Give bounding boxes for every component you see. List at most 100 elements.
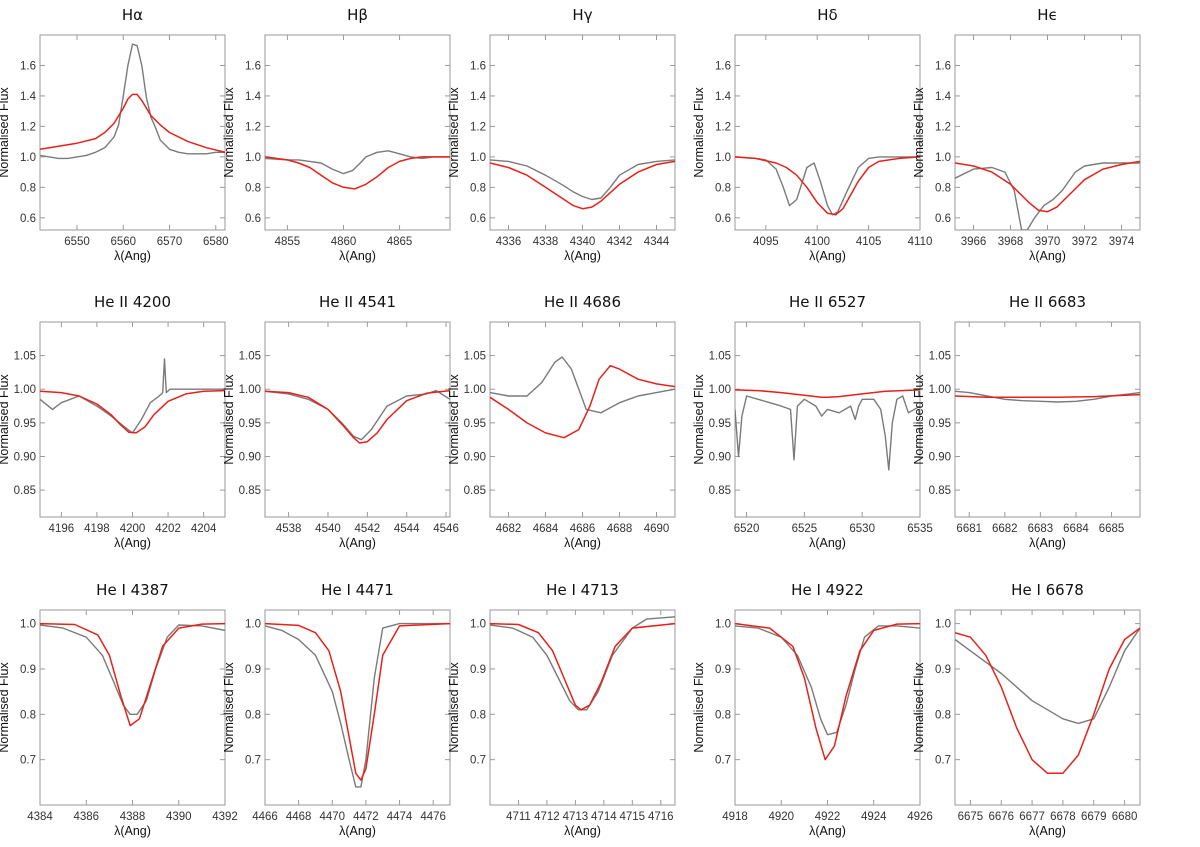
- model-line: [955, 627, 1140, 775]
- y-tick-label: 0.9: [715, 664, 731, 676]
- panel-title: He II 4200: [94, 293, 171, 311]
- x-tick-label: 4200: [120, 523, 146, 535]
- y-tick-label: 0.8: [470, 182, 486, 194]
- x-tick-label: 4196: [49, 523, 75, 535]
- x-tick-label: 6679: [1081, 811, 1107, 823]
- chart-panel-11: He I 4387 4384 4386 4388 4390 4392 0.7 0.8 0.9 1.…: [0, 581, 238, 838]
- panel-title: He II 4541: [319, 293, 396, 311]
- x-tick-label: 4711: [506, 811, 531, 823]
- y-axis-label: Normalised Flux: [222, 374, 236, 465]
- y-tick-label: 1.0: [935, 619, 951, 631]
- y-tick-label: 0.95: [14, 418, 36, 430]
- x-tick-label: 4712: [534, 811, 560, 823]
- y-tick-label: 0.95: [929, 418, 951, 430]
- x-tick-label: 6678: [1050, 811, 1076, 823]
- y-tick-label: 0.85: [929, 485, 951, 497]
- panel-title: He II 6527: [789, 293, 866, 311]
- chart-panel-6: He II 4200 4196 4198 4200 4202 4204 0.85 0.90 0.…: [0, 293, 226, 550]
- y-tick-label: 0.8: [935, 709, 951, 721]
- y-axis-label: Normalised Flux: [912, 662, 926, 753]
- model-line: [40, 622, 225, 727]
- observed-spectrum-line: [40, 43, 225, 160]
- y-tick-label: 1.4: [715, 91, 732, 103]
- x-tick-label: 4544: [394, 523, 420, 535]
- x-tick-label: 6684: [1063, 523, 1089, 535]
- observed-spectrum-line: [735, 395, 920, 471]
- y-axis-label: Normalised Flux: [0, 374, 11, 465]
- x-tick-label: 3974: [1109, 236, 1135, 248]
- y-tick-label: 1.00: [14, 384, 36, 396]
- y-tick-label: 1.00: [929, 384, 951, 396]
- y-axis-label: Normalised Flux: [0, 662, 11, 753]
- x-tick-label: 4470: [319, 811, 345, 823]
- observed-spectrum-line: [490, 159, 675, 201]
- x-tick-label: 3972: [1072, 236, 1098, 248]
- y-tick-label: 1.6: [935, 60, 951, 72]
- x-tick-label: 4860: [331, 236, 357, 248]
- x-tick-label: 4336: [496, 236, 522, 248]
- y-tick-label: 1.4: [20, 91, 37, 103]
- x-tick-label: 4716: [648, 811, 674, 823]
- y-tick-label: 0.8: [470, 709, 486, 721]
- x-tick-label: 4105: [856, 236, 882, 248]
- y-tick-label: 0.90: [929, 451, 951, 463]
- plot-frame: [734, 609, 921, 806]
- chart-panel-13: He I 4713 4711 4712 4713 4714 4715 4716 0.7 0.8 0…: [447, 581, 676, 838]
- y-axis-label: Normalised Flux: [692, 374, 706, 465]
- x-tick-label: 6685: [1099, 523, 1125, 535]
- y-tick-label: 1.0: [715, 619, 731, 631]
- x-tick-label: 4342: [607, 236, 633, 248]
- y-tick-label: 0.6: [935, 213, 951, 225]
- y-tick-label: 1.00: [239, 384, 261, 396]
- x-tick-label: 4110: [908, 236, 933, 248]
- panel-title: He I 4387: [96, 581, 169, 599]
- x-tick-label: 4690: [644, 523, 670, 535]
- y-tick-label: 1.2: [20, 121, 36, 133]
- x-tick-label: 4855: [275, 236, 301, 248]
- x-tick-label: 4713: [563, 811, 589, 823]
- model-line: [735, 622, 920, 761]
- plot-frame: [954, 609, 1141, 806]
- y-tick-label: 0.8: [20, 709, 36, 721]
- x-tick-label: 4715: [620, 811, 646, 823]
- x-tick-label: 6682: [992, 523, 1018, 535]
- y-tick-label: 0.9: [20, 664, 36, 676]
- y-tick-label: 0.6: [20, 213, 36, 225]
- y-tick-label: 0.90: [709, 451, 731, 463]
- x-tick-label: 6535: [907, 523, 933, 535]
- x-tick-label: 4390: [166, 811, 192, 823]
- panel-title: He I 4922: [791, 581, 864, 599]
- chart-panel-3: Hγ 4336 4338 4340 4342 4344 0.6 0.8 1.0 1.2 1.4 1.6…: [447, 6, 676, 263]
- y-tick-label: 0.8: [935, 182, 951, 194]
- plot-frame: [264, 609, 451, 806]
- model-line: [490, 160, 675, 210]
- x-axis-label: λ(Ang): [1029, 536, 1066, 550]
- chart-panel-4: Hδ 4095 4100 4105 4110 0.6 0.8 1.0 1.2 1.4 1.6 λ(An…: [692, 6, 932, 263]
- x-tick-label: 6681: [956, 523, 982, 535]
- panel-title: He I 6678: [1011, 581, 1084, 599]
- x-tick-label: 4388: [120, 811, 146, 823]
- x-tick-label: 4204: [191, 523, 217, 535]
- observed-spectrum-line: [955, 162, 1140, 230]
- y-axis-label: Normalised Flux: [912, 87, 926, 178]
- model-line: [265, 389, 450, 444]
- panel-title: Hϵ: [1037, 6, 1058, 24]
- y-tick-label: 0.90: [14, 451, 36, 463]
- x-axis-label: λ(Ang): [1029, 824, 1066, 838]
- x-tick-label: 6570: [157, 236, 183, 248]
- panel-title: Hδ: [817, 6, 837, 24]
- x-tick-label: 4100: [804, 236, 830, 248]
- x-tick-label: 4198: [84, 523, 110, 535]
- y-tick-label: 1.4: [935, 91, 952, 103]
- x-tick-label: 4682: [496, 523, 522, 535]
- y-tick-label: 0.8: [715, 709, 731, 721]
- x-tick-label: 4922: [815, 811, 841, 823]
- x-tick-label: 4468: [286, 811, 312, 823]
- y-tick-label: 1.0: [245, 152, 261, 164]
- x-axis-label: λ(Ang): [339, 536, 376, 550]
- x-tick-label: 4095: [753, 236, 779, 248]
- observed-spectrum-line: [955, 627, 1140, 725]
- observed-spectrum-line: [40, 624, 225, 715]
- y-tick-label: 0.95: [709, 418, 731, 430]
- y-axis-label: Normalised Flux: [447, 662, 461, 753]
